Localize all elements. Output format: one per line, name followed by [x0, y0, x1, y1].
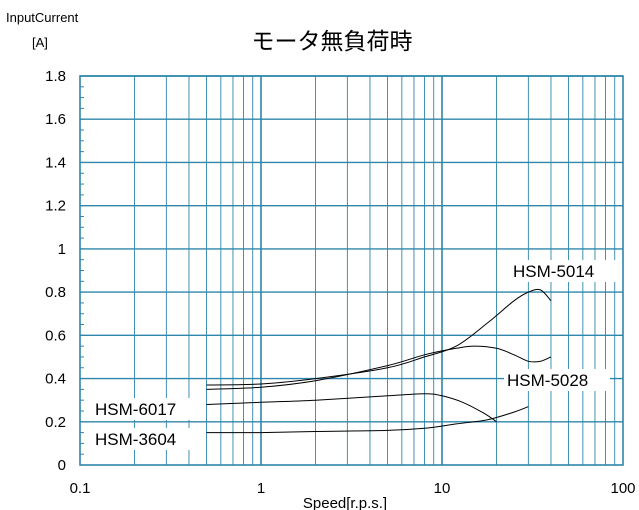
series-label: HSM-3604 — [95, 430, 176, 449]
series-line-hsm-5014 — [206, 288, 552, 386]
series-line-hsm-6017 — [206, 393, 497, 423]
y-axis-label: InputCurrent — [6, 10, 79, 25]
chart-title: モータ無負荷時 — [252, 29, 413, 55]
y-tick-labels: 0 0.2 0.4 0.6 0.8 1 1.2 1.4 1.6 1.8 — [45, 68, 66, 474]
x-tick-label: 10 — [434, 480, 451, 497]
y-tick-label: 0.2 — [45, 414, 66, 431]
y-tick-label: 1.6 — [45, 111, 66, 128]
plot-border — [79, 75, 624, 466]
series-label-background — [510, 260, 616, 282]
x-tick-labels: 0.1 1 10 100 — [70, 480, 636, 497]
series-label: HSM-5014 — [513, 262, 594, 281]
series-label: HSM-6017 — [95, 400, 176, 419]
x-axis-label: Speed[r.p.s.] — [303, 495, 387, 510]
series-label-background — [92, 398, 198, 420]
x-tick-label: 100 — [610, 480, 635, 497]
y-tick-label: 0.6 — [45, 327, 66, 344]
series-line-hsm-5028 — [206, 345, 552, 390]
y-tick-label: 0.4 — [45, 371, 66, 388]
y-axis-unit: [A] — [32, 35, 48, 50]
y-tick-label: 1.8 — [45, 68, 66, 85]
series-labels: HSM-5014 HSM-5028 HSM-6017 HSM-3604 — [92, 260, 616, 450]
x-tick-label: 0.1 — [70, 480, 91, 497]
series-label: HSM-5028 — [507, 371, 588, 390]
y-tick-label: 1.4 — [45, 154, 66, 171]
plot-area — [79, 75, 624, 466]
y-tick-label: 1 — [58, 241, 66, 258]
y-tick-label: 1.2 — [45, 198, 66, 215]
series-label-background — [504, 369, 610, 391]
x-tick-label: 1 — [257, 480, 265, 497]
y-tick-label: 0.8 — [45, 284, 66, 301]
series-lines — [206, 288, 552, 434]
y-tick-label: 0 — [58, 457, 66, 474]
series-label-background — [92, 428, 198, 450]
series-line-hsm-3604 — [206, 406, 529, 434]
